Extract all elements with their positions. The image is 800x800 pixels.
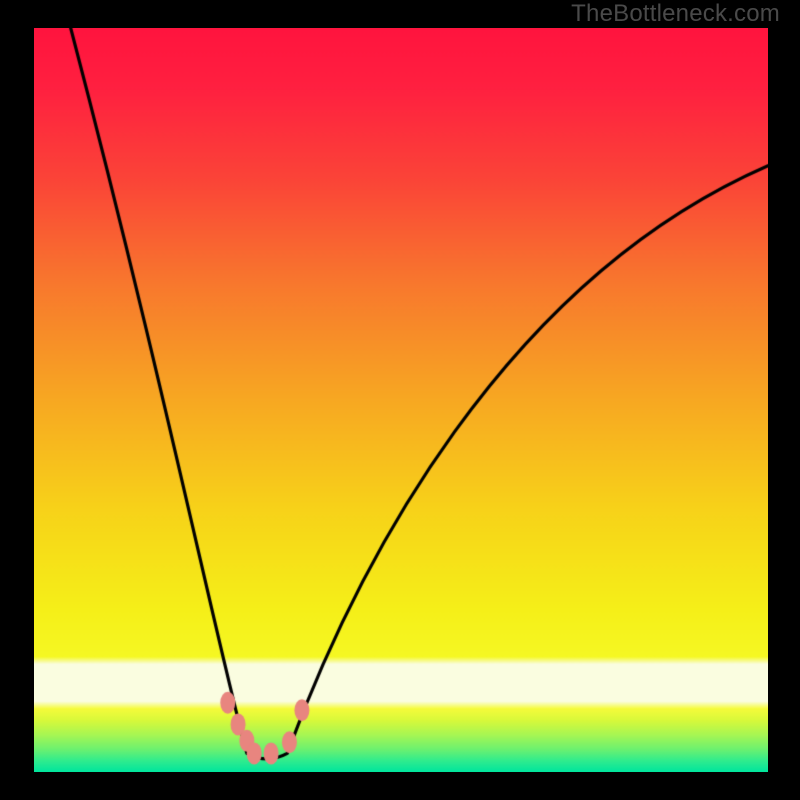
plot-area (34, 28, 768, 772)
figure-root: TheBottleneck.com (0, 0, 800, 800)
bottleneck-curve (34, 28, 768, 772)
watermark-text: TheBottleneck.com (571, 0, 780, 28)
